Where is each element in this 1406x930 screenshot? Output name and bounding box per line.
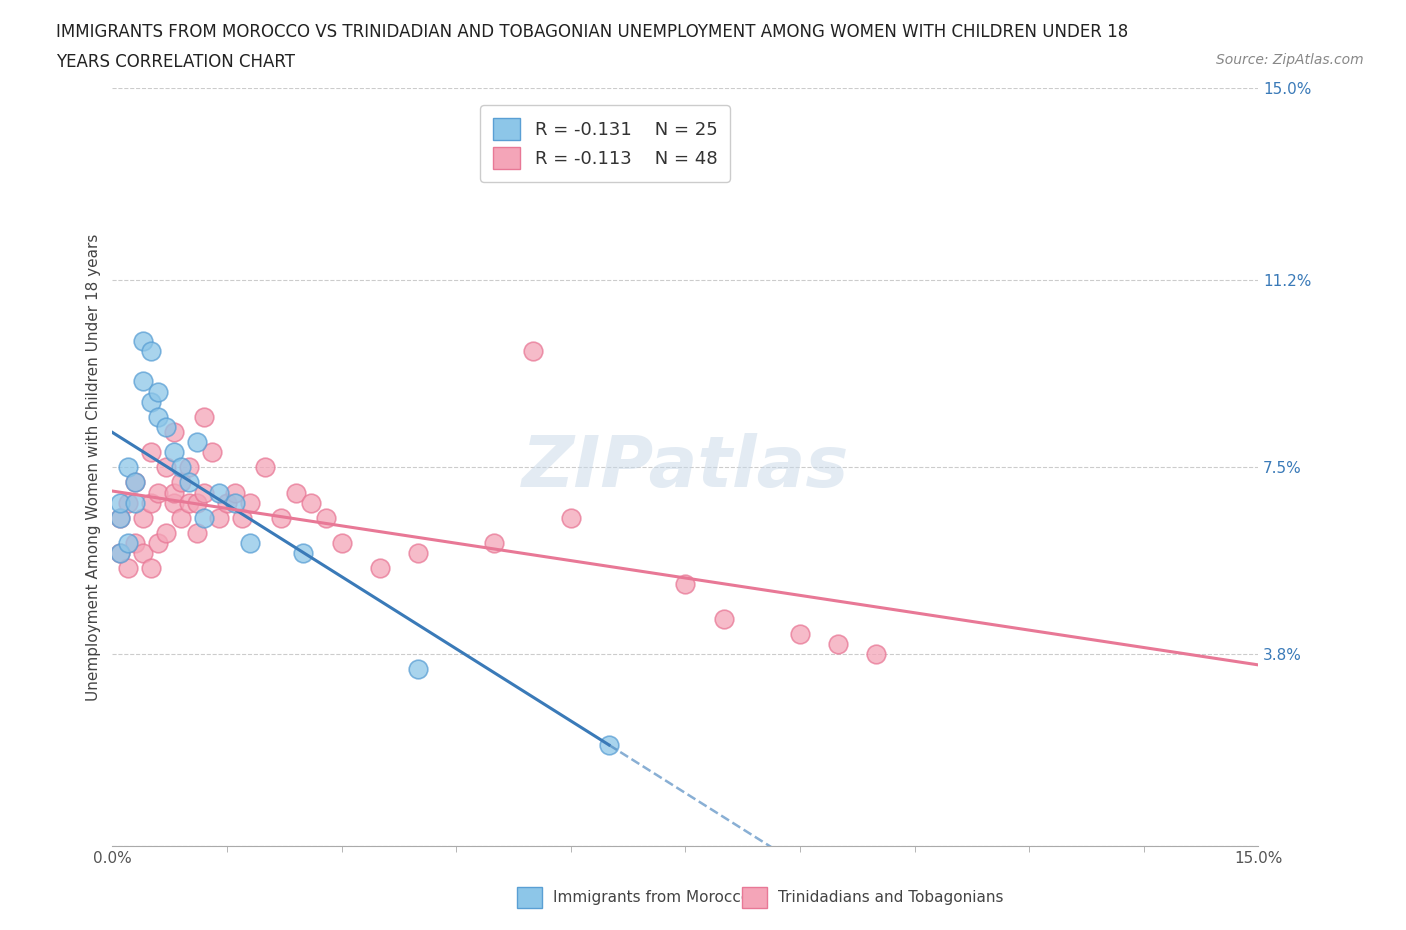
Point [270,511,292,525]
Point [148,485,170,500]
Point [284,485,307,500]
Point [139,561,162,576]
Point [124,475,146,490]
Point [598,737,620,752]
Point [117,536,139,551]
Point [484,536,506,551]
Point [193,511,215,525]
Point [224,496,246,511]
Text: Trinidadians and Tobagonians: Trinidadians and Tobagonians [779,890,1004,905]
Point [208,511,231,525]
Point [124,475,146,490]
Point [155,419,177,434]
Point [201,445,224,459]
Point [132,546,155,561]
Point [139,394,162,409]
Y-axis label: Unemployment Among Women with Children Under 18 years: Unemployment Among Women with Children U… [86,233,101,701]
Point [208,485,231,500]
Point [162,424,184,439]
Point [108,546,131,561]
Point [827,637,849,652]
Point [148,409,170,424]
Point [292,546,315,561]
Point [155,460,177,474]
Point [162,445,184,459]
Point [148,536,170,551]
Text: Source: ZipAtlas.com: Source: ZipAtlas.com [1216,53,1364,67]
Text: Immigrants from Morocco: Immigrants from Morocco [554,890,751,905]
Point [132,334,155,349]
Point [406,662,429,677]
Point [315,511,337,525]
Point [170,460,193,474]
Point [108,511,131,525]
Point [170,511,193,525]
Point [368,561,391,576]
Point [186,496,208,511]
Point [162,496,184,511]
Point [789,627,811,642]
Point [132,374,155,389]
Point [186,525,208,540]
Point [231,511,253,525]
Point [560,511,582,525]
Point [108,546,131,561]
Point [713,612,735,627]
Point [108,511,131,525]
Text: IMMIGRANTS FROM MOROCCO VS TRINIDADIAN AND TOBAGONIAN UNEMPLOYMENT AMONG WOMEN W: IMMIGRANTS FROM MOROCCO VS TRINIDADIAN A… [56,23,1129,41]
Point [299,496,322,511]
Point [254,460,277,474]
Point [177,496,200,511]
Point [124,536,146,551]
Point [239,496,262,511]
Point [162,485,184,500]
Point [193,409,215,424]
Point [132,511,155,525]
Point [139,445,162,459]
Point [177,475,200,490]
Point [406,546,429,561]
Point [139,344,162,359]
Point [148,384,170,399]
Point [217,496,239,511]
Point [155,525,177,540]
Point [117,561,139,576]
Legend: R = -0.131    N = 25, R = -0.113    N = 48: R = -0.131 N = 25, R = -0.113 N = 48 [481,105,730,181]
Point [330,536,353,551]
Point [177,460,200,474]
Point [170,475,193,490]
Point [675,576,697,591]
Text: ZIPatlas: ZIPatlas [522,432,849,502]
Point [239,536,262,551]
Point [865,647,887,662]
Point [117,496,139,511]
Point [139,496,162,511]
Point [124,496,146,511]
Point [522,344,544,359]
Point [224,485,246,500]
Point [117,460,139,474]
Text: YEARS CORRELATION CHART: YEARS CORRELATION CHART [56,53,295,71]
Point [108,496,131,511]
Point [193,485,215,500]
Point [186,434,208,449]
